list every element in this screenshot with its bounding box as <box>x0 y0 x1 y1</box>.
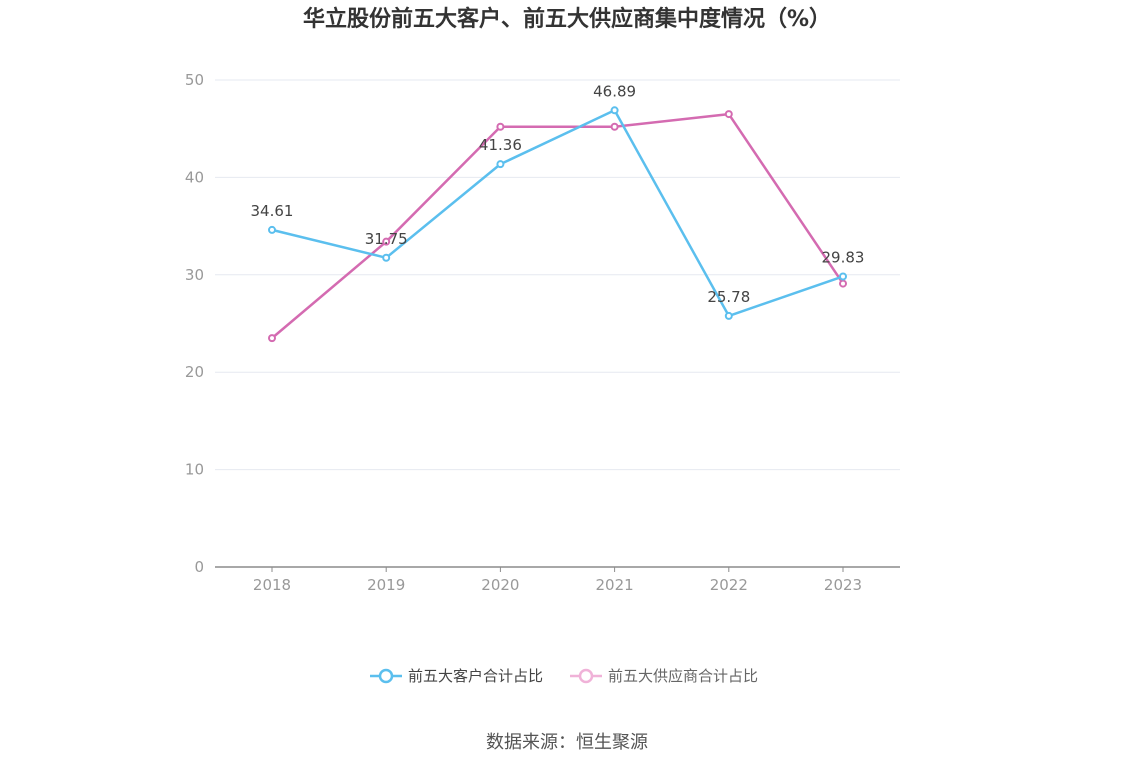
legend: 前五大客户合计占比 前五大供应商合计占比 <box>370 667 758 685</box>
x-tick-label: 2021 <box>596 576 634 594</box>
x-tick-label: 2018 <box>253 576 291 594</box>
legend-item-1[interactable]: 前五大供应商合计占比 <box>570 667 758 685</box>
data-point <box>496 122 505 131</box>
data-point <box>382 237 391 246</box>
data-point <box>382 253 391 262</box>
y-tick-label: 20 <box>185 363 204 381</box>
data-label: 29.83 <box>822 248 865 266</box>
y-axis: 0 10 20 30 40 50 <box>185 71 204 576</box>
y-tick-label: 0 <box>194 558 204 576</box>
data-point <box>610 122 619 131</box>
data-point <box>839 279 847 288</box>
legend-label: 前五大客户合计占比 <box>408 667 543 685</box>
data-point <box>496 160 505 169</box>
x-axis: 2018 2019 2020 2021 2022 2023 <box>215 566 900 594</box>
data-label: 46.89 <box>593 82 636 100</box>
x-tick-label: 2019 <box>367 576 405 594</box>
data-point <box>724 311 733 320</box>
y-tick-label: 40 <box>185 168 204 186</box>
data-point <box>268 334 276 343</box>
legend-label: 前五大供应商合计占比 <box>608 667 758 685</box>
grid <box>215 79 900 471</box>
data-label: 25.78 <box>707 288 750 306</box>
data-label: 31.75 <box>365 230 408 248</box>
legend-swatch-marker <box>378 668 394 684</box>
series-line-0 <box>271 109 844 318</box>
legend-swatch-marker <box>578 668 594 684</box>
x-tick-label: 2023 <box>824 576 862 594</box>
y-tick-label: 50 <box>185 71 204 89</box>
legend-item-0[interactable]: 前五大客户合计占比 <box>370 667 543 685</box>
series-line-1 <box>271 112 845 340</box>
x-tick-label: 2020 <box>481 576 519 594</box>
data-labels: 34.61 31.75 41.36 46.89 25.78 29.83 <box>251 82 865 306</box>
x-tick-label: 2022 <box>710 576 748 594</box>
data-point <box>839 272 847 281</box>
data-point <box>610 106 619 115</box>
y-tick-label: 10 <box>185 461 204 479</box>
data-label: 34.61 <box>251 202 294 220</box>
data-label: 41.36 <box>479 136 522 154</box>
data-point <box>724 110 733 119</box>
y-tick-label: 30 <box>185 266 204 284</box>
source-note: 数据来源：恒生聚源 <box>486 732 648 753</box>
chart-title: 华立股份前五大客户、前五大供应商集中度情况（%） <box>303 6 831 32</box>
series-layer <box>268 106 847 343</box>
data-point <box>268 225 276 234</box>
